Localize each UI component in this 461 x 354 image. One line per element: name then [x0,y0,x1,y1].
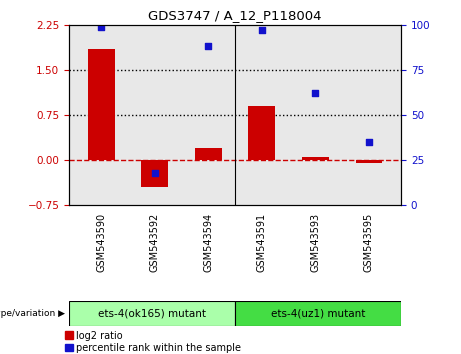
Title: GDS3747 / A_12_P118004: GDS3747 / A_12_P118004 [148,9,322,22]
Bar [88,49,115,160]
Point [365,139,372,145]
Bar [355,160,382,163]
Bar [195,148,222,160]
Point [98,24,105,29]
Legend: log2 ratio, percentile rank within the sample: log2 ratio, percentile rank within the s… [65,331,242,353]
Text: ets-4(ok165) mutant: ets-4(ok165) mutant [98,308,206,318]
Text: genotype/variation ▶: genotype/variation ▶ [0,309,65,318]
Bar [142,160,168,187]
Bar [69,301,235,326]
Point [312,91,319,96]
Bar [248,106,275,160]
Point [205,44,212,49]
Point [258,27,266,33]
Bar [235,301,401,326]
Text: ets-4(uz1) mutant: ets-4(uz1) mutant [271,308,365,318]
Bar [302,157,329,160]
Point [151,170,159,176]
